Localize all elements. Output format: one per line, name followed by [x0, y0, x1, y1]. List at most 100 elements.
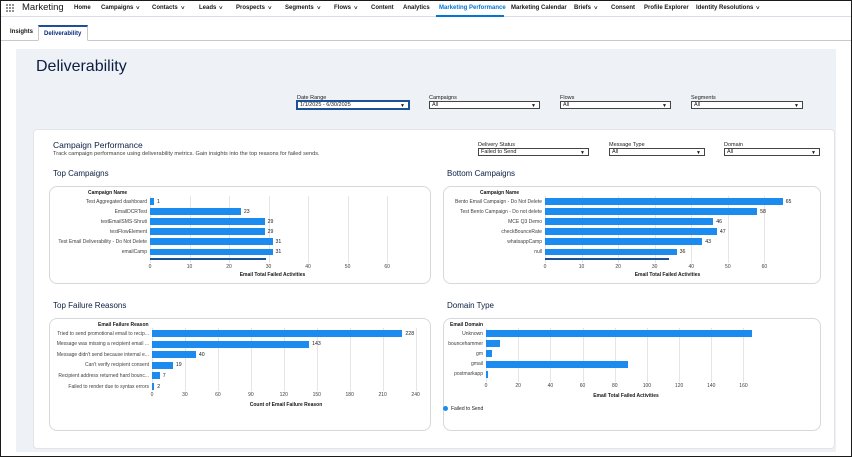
top_campaigns-category-label: Test Email Deliverability - Do Not Delet… [58, 238, 147, 245]
chevron-down-icon[interactable]: ∨ [315, 5, 322, 11]
nav-item-profile-explorer[interactable]: Profile Explorer [644, 5, 689, 11]
nav-item-label: Marketing Calendar [511, 5, 567, 11]
chevron-down-icon[interactable]: ∨ [218, 5, 224, 11]
top_failure_reasons-gridline [283, 328, 285, 391]
nav-item-identity-resolutions[interactable]: Identity Resolutions ∨ [696, 5, 761, 11]
bottom_campaigns-value-label: 65 [785, 198, 792, 205]
tab-deliverability[interactable]: Deliverability [38, 25, 88, 41]
nav-item-prospects[interactable]: Prospects ∨ [236, 5, 272, 11]
domain_type-gridline [743, 328, 745, 382]
bottom_campaigns-tick-label: 50 [725, 264, 731, 270]
domain_type-bar[interactable] [486, 350, 493, 358]
app-launcher-icon[interactable] [6, 4, 15, 13]
bottom_campaigns-tick-label: 20 [615, 264, 621, 270]
nav-item-marketing-calendar[interactable]: Marketing Calendar [511, 5, 567, 11]
chevron-down-icon[interactable]: ∨ [353, 5, 359, 11]
domain_type-bar[interactable] [486, 340, 501, 348]
top_failure_reasons-bar[interactable] [152, 383, 155, 390]
top_failure_reasons-value-label: 7 [162, 372, 166, 379]
bottom_campaigns-bar[interactable] [545, 208, 758, 215]
date-range-select[interactable]: 1/1/2025 - 6/30/2025 ▼ [297, 101, 409, 109]
bottom_campaigns-tick-label: 10 [578, 264, 585, 270]
message-type-select[interactable]: All ▼ [609, 148, 705, 156]
top_failure_reasons-gridline [184, 328, 186, 391]
bottom_campaigns-bar[interactable] [545, 218, 714, 225]
delivery-status-select[interactable]: Failed to Send ▼ [478, 148, 589, 156]
domain_type-category-title: Email Domain [450, 322, 484, 328]
top_failure_reasons-tick-label: 0 [150, 392, 154, 398]
nav-item-leads[interactable]: Leads ∨ [199, 5, 224, 11]
chevron-down-icon[interactable]: ∨ [593, 5, 599, 11]
nav-item-label: Prospects [236, 5, 266, 11]
top_failure_reasons-category-label: Failed to render due to syntax errors [68, 383, 149, 390]
top_failure_reasons-value-label: 19 [175, 362, 182, 369]
top_campaigns-value-label: 31 [275, 249, 282, 255]
nav-item-content[interactable]: Content [371, 5, 394, 11]
nav-item-home[interactable]: Home [74, 5, 91, 11]
bottom_campaigns-tick-label: 40 [688, 264, 695, 270]
top_failure_reasons-tick-label: 120 [279, 392, 288, 398]
top_campaigns-scrollbar[interactable] [150, 258, 266, 260]
message-type-label: Message Type [609, 142, 645, 148]
top_campaigns-category-label: testFlowElement [110, 228, 147, 235]
top_failure_reasons-bar[interactable] [152, 361, 173, 369]
nav-item-label: Consent [611, 5, 635, 11]
nav-item-campaigns[interactable]: Campaigns ∨ [101, 5, 141, 11]
top_campaigns-bar[interactable] [150, 198, 154, 205]
domain_type-gridline [646, 328, 648, 382]
domain_type-tick-label: 60 [579, 383, 586, 389]
top_campaigns-bar[interactable] [150, 248, 273, 255]
top_failure_reasons-gridline [415, 328, 417, 391]
chevron-down-icon[interactable]: ∨ [755, 5, 761, 11]
campaigns-filter-label: Campaigns [429, 95, 457, 101]
top_campaigns-bar[interactable] [150, 208, 241, 215]
domain-filter-select[interactable]: All ▼ [724, 148, 820, 156]
top_failure_reasons-category-title: Email Failure Reason [98, 322, 149, 328]
date-range-value: 1/1/2025 - 6/30/2025 [300, 102, 351, 108]
top_failure_reasons-category-label: Can't verify recipient consent [84, 362, 149, 369]
segments-filter-select[interactable]: All ▼ [691, 101, 803, 109]
top_campaigns-x-axis-title: Email Total Failed Activities [239, 272, 306, 278]
bottom_campaigns-x-axis-title: Email Total Failed Activities [634, 272, 701, 278]
campaign-performance-title: Campaign Performance [53, 140, 143, 150]
domain_type-bar[interactable] [486, 370, 488, 378]
top_failure_reasons-bar[interactable] [152, 340, 310, 348]
chevron-down-icon[interactable]: ∨ [179, 5, 186, 11]
domain_type-bar[interactable] [486, 330, 752, 337]
nav-item-consent[interactable]: Consent [611, 5, 635, 11]
bottom_campaigns-bar[interactable] [545, 228, 717, 235]
top_failure_reasons-bar[interactable] [152, 351, 196, 359]
nav-item-segments[interactable]: Segments ∨ [285, 5, 322, 11]
chevron-down-icon[interactable]: ∨ [135, 5, 141, 11]
top_failure_reasons-bar[interactable] [152, 372, 160, 380]
bottom_campaigns-category-label: Test Bento Campaign - Do not delete [460, 208, 542, 215]
nav-item-marketing-performance[interactable]: Marketing Performance [439, 5, 506, 11]
flows-filter-label: Flows [560, 95, 575, 101]
nav-item-analytics[interactable]: Analytics [403, 5, 430, 11]
domain_type-bar[interactable] [486, 360, 628, 368]
top_campaigns-tick-label: 60 [384, 264, 390, 270]
top_campaigns-bar[interactable] [150, 228, 265, 235]
tab-insights[interactable]: Insights [10, 29, 34, 35]
bottom_campaigns-bar[interactable] [545, 248, 677, 255]
nav-item-contacts[interactable]: Contacts ∨ [152, 5, 186, 11]
top_campaigns-bar[interactable] [150, 218, 265, 225]
top_failure_reasons-gridline [349, 328, 351, 391]
chevron-down-icon[interactable]: ∨ [267, 5, 273, 11]
top_campaigns-bar[interactable] [150, 238, 273, 245]
bottom_campaigns-tick-label: 30 [651, 264, 658, 270]
campaigns-filter-select[interactable]: All ▼ [429, 101, 540, 109]
top_campaigns-category-label: testEmailSMS-Shruti [100, 218, 147, 225]
bottom_campaigns-tick-label: 60 [761, 264, 768, 270]
bottom_campaigns-bar[interactable] [545, 198, 783, 205]
domain-filter-label: Domain [724, 142, 743, 148]
bottom_campaigns-value-label: 43 [705, 238, 712, 245]
flows-filter-select[interactable]: All ▼ [560, 101, 671, 109]
nav-item-label: Identity Resolutions [696, 5, 754, 11]
nav-item-briefs[interactable]: Briefs ∨ [574, 5, 598, 11]
nav-item-flows[interactable]: Flows ∨ [334, 5, 358, 11]
domain-type-heading: Domain Type [447, 301, 494, 310]
bottom_campaigns-scrollbar[interactable] [545, 258, 669, 260]
top_failure_reasons-bar[interactable] [152, 330, 403, 337]
bottom_campaigns-bar[interactable] [545, 238, 703, 245]
